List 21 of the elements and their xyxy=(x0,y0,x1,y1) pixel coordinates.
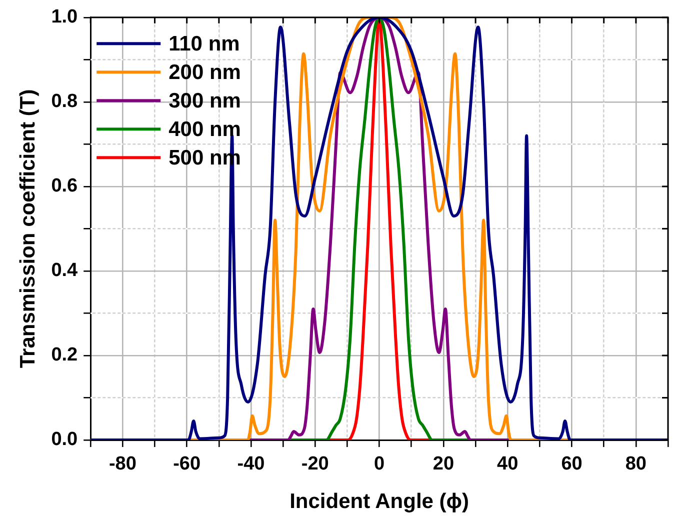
x-tick-label: 0 xyxy=(374,454,385,475)
y-tick-label: 0.6 xyxy=(51,176,78,197)
x-tick-label: 60 xyxy=(561,454,582,475)
x-tick-label: 80 xyxy=(625,454,646,475)
x-tick-label: -40 xyxy=(237,454,265,475)
y-tick-label: 0.4 xyxy=(51,260,78,282)
x-axis-title: Incident Angle (ϕ) xyxy=(290,490,470,514)
x-tick-label: -80 xyxy=(108,454,136,475)
y-tick-label: 0.0 xyxy=(51,429,78,450)
y-axis-title: Transmission coefficient (T) xyxy=(16,89,40,368)
y-tick-label: 0.2 xyxy=(51,344,78,366)
legend-label: 200 nm xyxy=(168,60,241,84)
x-tick-label: -20 xyxy=(301,454,329,475)
y-tick-label: 0.8 xyxy=(51,91,78,112)
x-tick-label: -60 xyxy=(173,454,201,475)
legend-label: 110 nm xyxy=(168,32,240,56)
x-tick-label: 40 xyxy=(497,454,518,475)
legend-label: 400 nm xyxy=(168,118,241,141)
y-tick-label: 1.0 xyxy=(51,6,78,28)
x-tick-label: 20 xyxy=(432,454,454,475)
legend-label: 300 nm xyxy=(168,89,241,112)
